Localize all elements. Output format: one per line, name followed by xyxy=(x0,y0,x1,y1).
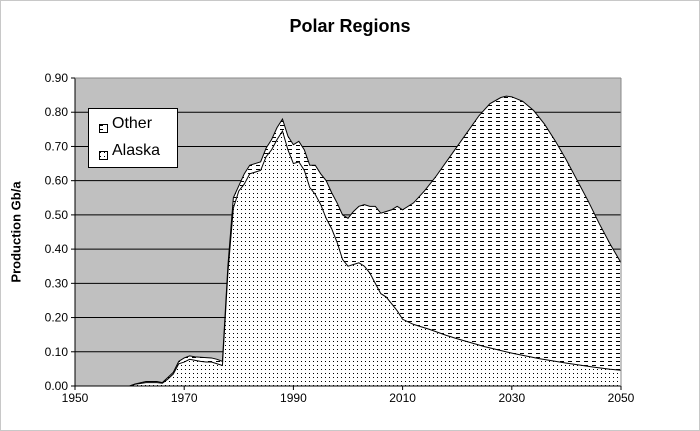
legend-label-other: Other xyxy=(112,115,153,132)
x-tick-label-2: 1990 xyxy=(280,391,307,405)
line-alaska xyxy=(129,129,622,387)
y-tick-label-3: 0.30 xyxy=(45,276,69,290)
y-tick-label-5: 0.50 xyxy=(45,208,69,222)
legend-item-alaska: Alaska xyxy=(99,142,160,160)
legend-label-alaska: Alaska xyxy=(112,142,161,159)
x-tick-label-5: 2050 xyxy=(608,391,635,405)
x-tick-label-0: 1950 xyxy=(62,391,89,405)
chart-title: Polar Regions xyxy=(289,16,411,36)
tick-labels: 0.00 0.10 0.20 0.30 0.40 0.50 0.60 0.70 0.80 0.90… xyxy=(45,71,635,405)
x-tick-label-3: 2010 xyxy=(389,391,416,405)
axes xyxy=(71,77,622,390)
y-tick-label-8: 0.80 xyxy=(45,105,69,119)
y-tick-label-7: 0.70 xyxy=(45,139,69,153)
area-alaska xyxy=(129,131,621,386)
y-tick-label-2: 0.20 xyxy=(45,311,69,325)
line-other xyxy=(129,95,622,387)
x-tick-label-4: 2030 xyxy=(498,391,525,405)
legend-swatch-other xyxy=(99,120,108,133)
series-areas xyxy=(129,95,622,387)
legend-swatch-alaska xyxy=(99,147,108,160)
legend: Other Alaska xyxy=(88,108,178,168)
legend-item-other: Other xyxy=(99,115,152,133)
y-tick-label-4: 0.40 xyxy=(45,242,69,256)
y-tick-label-9: 0.90 xyxy=(45,71,69,85)
y-tick-label-1: 0.10 xyxy=(45,345,69,359)
y-tick-label-0: 0.00 xyxy=(45,379,69,393)
y-tick-label-6: 0.60 xyxy=(45,174,69,188)
x-tick-label-1: 1970 xyxy=(171,391,198,405)
